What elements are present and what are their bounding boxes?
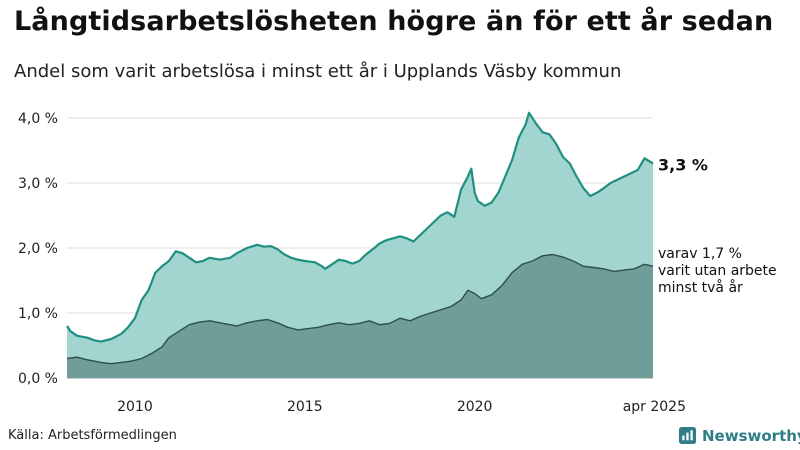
end-label-long-term: varit utan arbete	[658, 263, 777, 279]
chart-title: Långtidsarbetslösheten högre än för ett …	[14, 6, 774, 37]
x-tick-label: 2010	[117, 399, 153, 415]
line-total	[66, 111, 654, 343]
line-long-term	[66, 253, 654, 365]
area-long-term	[67, 254, 653, 378]
end-label-total: 3,3 %	[658, 156, 708, 175]
x-tick-label: apr 2025	[623, 399, 686, 415]
brand-logo: Newsworthy	[678, 426, 800, 445]
axis-labels: 0,0 % 1,0 % 2,0 % 3,0 % 4,0 % 2010 2015 2020 apr…	[18, 111, 686, 415]
y-tick-label: 2,0 %	[18, 241, 58, 257]
x-tick-label: 2020	[457, 399, 493, 415]
brand-name: Newsworthy	[702, 426, 800, 445]
chart-areas	[66, 111, 654, 379]
y-tick-label: 3,0 %	[18, 176, 58, 192]
newsworthy-icon	[678, 426, 697, 445]
source-text: Källa: Arbetsförmedlingen	[8, 428, 177, 443]
y-tick-label: 1,0 %	[18, 306, 58, 322]
y-tick-label: 0,0 %	[18, 371, 58, 387]
end-label-long-term: varav 1,7 %	[658, 246, 742, 262]
y-tick-label: 4,0 %	[18, 111, 58, 127]
x-tick-label: 2015	[287, 399, 323, 415]
chart-subtitle: Andel som varit arbetslösa i minst ett å…	[14, 61, 622, 82]
end-label-long-term: minst två år	[658, 279, 743, 296]
